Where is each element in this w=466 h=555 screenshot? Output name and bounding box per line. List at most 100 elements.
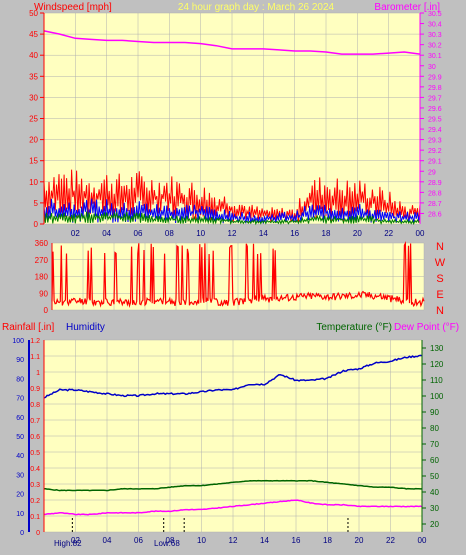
- bottom-x-tick-label: 04: [103, 536, 112, 545]
- bottom-x-tick-label: 18: [323, 536, 332, 545]
- bottom-x-tick-label: 20: [355, 536, 364, 545]
- humidity-line: [43, 354, 423, 399]
- wind-tick-label: 40: [29, 51, 38, 60]
- temperature-tick-label: 80: [430, 424, 439, 433]
- rain-tick-label: 0.9: [30, 386, 40, 393]
- humidity-tick-label: 50: [16, 434, 24, 441]
- top-x-tick-label: 02: [71, 229, 80, 238]
- bottom-x-tick-label: 16: [292, 536, 301, 545]
- top-x-tick-label: 20: [353, 229, 362, 238]
- bottom-x-tick-label: 22: [386, 536, 395, 545]
- rain-tick-label: 1.1: [30, 354, 40, 361]
- barometer-tick-label: 29.5: [428, 117, 442, 124]
- temperature-tick-label: 120: [430, 360, 444, 369]
- top-x-tick-label: 04: [102, 229, 111, 238]
- top-x-tick-label: 18: [322, 229, 331, 238]
- humidity-tick-label: 10: [16, 511, 24, 518]
- barometer-tick-label: 30.4: [428, 22, 442, 29]
- top-series: [43, 30, 421, 226]
- wind-tick-label: 50: [29, 9, 38, 18]
- bottom-x-tick-label: 12: [229, 536, 238, 545]
- humidity-tick-label: 60: [16, 415, 24, 422]
- humidity-tick-label: 100: [12, 338, 24, 345]
- humidity-axis-title: Humidity: [66, 322, 105, 333]
- barometer-tick-label: 30: [428, 64, 436, 71]
- wind-tick-label: 20: [29, 136, 38, 145]
- direction-label-n-top: N: [436, 241, 444, 253]
- barometer-tick-label: 30.2: [428, 43, 442, 50]
- barometer-tick-label: 29.4: [428, 127, 442, 134]
- wind-tick-label: 35: [29, 72, 38, 81]
- bottom-x-tick-label: 06: [134, 536, 143, 545]
- barometer-tick-label: 29.7: [428, 95, 442, 102]
- wind-tick-label: 45: [29, 30, 38, 39]
- barometer-tick-label: 28.8: [428, 190, 442, 197]
- temperature-tick-label: 70: [430, 440, 439, 449]
- barometer-tick-label: 28.7: [428, 201, 442, 208]
- humidity-tick-label: 40: [16, 453, 24, 460]
- barometer-tick-label: 29.9: [428, 74, 442, 81]
- rain-tick-label: 0.5: [30, 450, 40, 457]
- wind-tick-label: 5: [34, 199, 39, 208]
- top-x-tick-label: 22: [384, 229, 393, 238]
- direction-tick-label: 90: [39, 289, 48, 298]
- top-x-tick-label: 16: [290, 229, 299, 238]
- wind-tick-label: 25: [29, 115, 38, 124]
- temperature-tick-label: 130: [430, 344, 444, 353]
- dewpoint-axis-title: Dew Point (°F): [394, 322, 459, 333]
- humidity-tick-label: 80: [16, 376, 24, 383]
- barometer-tick-label: 28.9: [428, 180, 442, 187]
- rain-tick-label: 0.1: [30, 514, 40, 521]
- barometer-tick-label: 30.1: [428, 53, 442, 60]
- temperature-tick-label: 30: [430, 504, 439, 513]
- barometer-tick-label: 29.1: [428, 159, 442, 166]
- rain-tick-label: 1.2: [30, 338, 40, 345]
- temperature-tick-label: 110: [430, 376, 443, 385]
- temperature-line: [44, 479, 422, 492]
- bottom-x-tick-label: 02: [71, 536, 80, 545]
- top-x-tick-label: 12: [228, 229, 237, 238]
- barometer-tick-label: 28.6: [428, 211, 442, 218]
- direction-series: [51, 241, 425, 309]
- barometer-tick-label: 30.3: [428, 32, 442, 39]
- direction-label-w: W: [435, 257, 446, 269]
- direction-label-s: S: [436, 273, 443, 285]
- high-marker-label: High:82: [54, 539, 82, 548]
- direction-tick-label: 270: [35, 256, 49, 265]
- barometer-tick-label: 29.3: [428, 138, 442, 145]
- rain-tick-label: 0.4: [30, 466, 40, 473]
- humidity-tick-label: 0: [20, 530, 24, 537]
- bottom-x-tick-label: 00: [418, 536, 427, 545]
- rain-tick-label: 0: [36, 530, 40, 537]
- wind-tick-label: 0: [34, 220, 39, 229]
- barometer-tick-label: 29.6: [428, 106, 442, 113]
- rain-axis-title: Rainfall [.in]: [2, 322, 54, 333]
- bottom-x-tick-label: 08: [166, 536, 175, 545]
- barometer-line: [43, 30, 421, 55]
- humidity-tick-label: 70: [16, 396, 24, 403]
- barometer-tick-label: 30.5: [428, 11, 442, 18]
- rain-tick-label: 0.3: [30, 482, 40, 489]
- direction-tick-label: 360: [35, 239, 49, 248]
- wind-tick-label: 30: [29, 93, 38, 102]
- dewpoint-line: [44, 499, 423, 516]
- rain-tick-label: 0.2: [30, 498, 40, 505]
- temperature-axis-title: Temperature (°F): [316, 322, 392, 333]
- barometer-tick-label: 29: [428, 169, 436, 176]
- top-x-tick-label: 08: [165, 229, 174, 238]
- wind-tick-label: 15: [29, 157, 38, 166]
- direction-label-n-bottom: N: [436, 305, 444, 317]
- wind-average-line: [43, 198, 421, 224]
- wind-low-line: [43, 211, 421, 226]
- humidity-tick-label: 20: [16, 492, 24, 499]
- humidity-tick-label: 30: [16, 472, 24, 479]
- top-x-tick-label: 14: [259, 229, 268, 238]
- rain-tick-label: 0.6: [30, 434, 40, 441]
- humidity-tick-label: 90: [16, 357, 24, 364]
- temperature-tick-label: 60: [430, 456, 439, 465]
- direction-tick-label: 180: [35, 273, 49, 282]
- direction-tick-label: 0: [44, 306, 49, 315]
- chart-title: 24 hour graph day : March 26 2024: [178, 2, 335, 13]
- temperature-tick-label: 20: [430, 520, 439, 529]
